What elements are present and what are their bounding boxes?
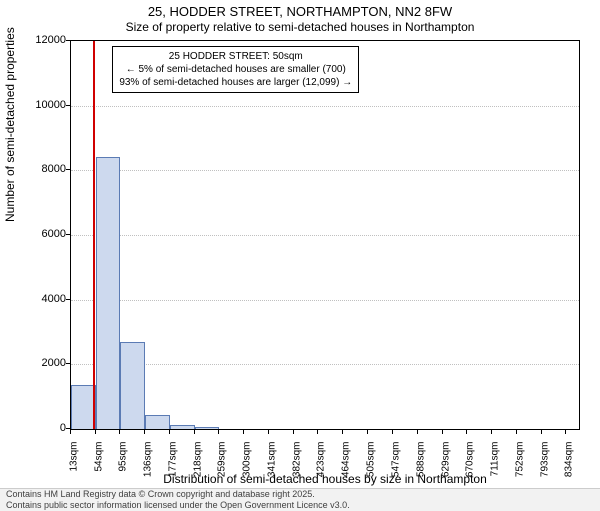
x-tick-label: 54sqm bbox=[93, 442, 104, 502]
x-tick-mark bbox=[317, 430, 318, 434]
x-tick-label: 382sqm bbox=[291, 442, 302, 502]
y-tick-label: 4000 bbox=[16, 293, 66, 305]
y-axis-label: Number of semi-detached properties bbox=[3, 27, 17, 222]
y-tick-label: 2000 bbox=[16, 357, 66, 369]
x-tick-label: 341sqm bbox=[266, 442, 277, 502]
x-tick-label: 752sqm bbox=[514, 442, 525, 502]
x-tick-mark bbox=[491, 430, 492, 434]
gridline bbox=[71, 106, 579, 107]
y-tick-mark bbox=[66, 299, 70, 300]
x-tick-label: 670sqm bbox=[465, 442, 476, 502]
x-tick-mark bbox=[268, 430, 269, 434]
x-tick-mark bbox=[392, 430, 393, 434]
x-tick-label: 300sqm bbox=[242, 442, 253, 502]
x-tick-mark bbox=[95, 430, 96, 434]
x-tick-label: 423sqm bbox=[316, 442, 327, 502]
y-tick-label: 12000 bbox=[16, 34, 66, 46]
x-tick-label: 136sqm bbox=[143, 442, 154, 502]
y-tick-mark bbox=[66, 105, 70, 106]
x-tick-mark bbox=[70, 430, 71, 434]
y-tick-label: 8000 bbox=[16, 163, 66, 175]
x-tick-mark bbox=[194, 430, 195, 434]
x-tick-label: 218sqm bbox=[192, 442, 203, 502]
y-tick-label: 10000 bbox=[16, 99, 66, 111]
x-tick-mark bbox=[367, 430, 368, 434]
info-box: 25 HODDER STREET: 50sqm← 5% of semi-deta… bbox=[112, 46, 359, 93]
chart-subtitle: Size of property relative to semi-detach… bbox=[0, 20, 600, 34]
info-line: 93% of semi-detached houses are larger (… bbox=[119, 76, 352, 89]
x-tick-mark bbox=[342, 430, 343, 434]
x-tick-label: 464sqm bbox=[341, 442, 352, 502]
x-tick-label: 834sqm bbox=[564, 442, 575, 502]
marker-line bbox=[93, 41, 95, 429]
chart-title: 25, HODDER STREET, NORTHAMPTON, NN2 8FW bbox=[0, 4, 600, 19]
x-tick-mark bbox=[218, 430, 219, 434]
x-tick-label: 793sqm bbox=[539, 442, 550, 502]
x-tick-mark bbox=[541, 430, 542, 434]
y-tick-mark bbox=[66, 363, 70, 364]
y-tick-mark bbox=[66, 428, 70, 429]
histogram-bar bbox=[145, 415, 170, 429]
gridline bbox=[71, 300, 579, 301]
y-tick-mark bbox=[66, 234, 70, 235]
x-tick-mark bbox=[243, 430, 244, 434]
x-tick-mark bbox=[119, 430, 120, 434]
y-tick-label: 6000 bbox=[16, 228, 66, 240]
y-tick-label: 0 bbox=[16, 422, 66, 434]
x-tick-label: 95sqm bbox=[118, 442, 129, 502]
x-tick-mark bbox=[565, 430, 566, 434]
histogram-bar bbox=[170, 425, 195, 429]
y-tick-mark bbox=[66, 40, 70, 41]
gridline bbox=[71, 235, 579, 236]
x-tick-label: 711sqm bbox=[490, 442, 501, 502]
info-line: 25 HODDER STREET: 50sqm bbox=[119, 50, 352, 63]
x-tick-label: 13sqm bbox=[69, 442, 80, 502]
histogram-bar bbox=[96, 157, 121, 429]
x-tick-mark bbox=[442, 430, 443, 434]
x-tick-label: 177sqm bbox=[167, 442, 178, 502]
plot-area bbox=[70, 40, 580, 430]
x-tick-label: 547sqm bbox=[391, 442, 402, 502]
chart-container: 25, HODDER STREET, NORTHAMPTON, NN2 8FW … bbox=[0, 0, 600, 500]
histogram-bar bbox=[71, 385, 96, 429]
gridline bbox=[71, 170, 579, 171]
x-tick-label: 259sqm bbox=[217, 442, 228, 502]
histogram-bar bbox=[120, 342, 145, 429]
x-tick-mark bbox=[516, 430, 517, 434]
x-tick-label: 588sqm bbox=[415, 442, 426, 502]
x-tick-mark bbox=[417, 430, 418, 434]
x-tick-mark bbox=[169, 430, 170, 434]
x-tick-label: 629sqm bbox=[440, 442, 451, 502]
histogram-bar bbox=[195, 427, 220, 429]
x-tick-mark bbox=[466, 430, 467, 434]
info-line: ← 5% of semi-detached houses are smaller… bbox=[119, 63, 352, 76]
x-tick-label: 505sqm bbox=[365, 442, 376, 502]
gridline bbox=[71, 364, 579, 365]
x-tick-mark bbox=[293, 430, 294, 434]
x-tick-mark bbox=[144, 430, 145, 434]
y-tick-mark bbox=[66, 169, 70, 170]
